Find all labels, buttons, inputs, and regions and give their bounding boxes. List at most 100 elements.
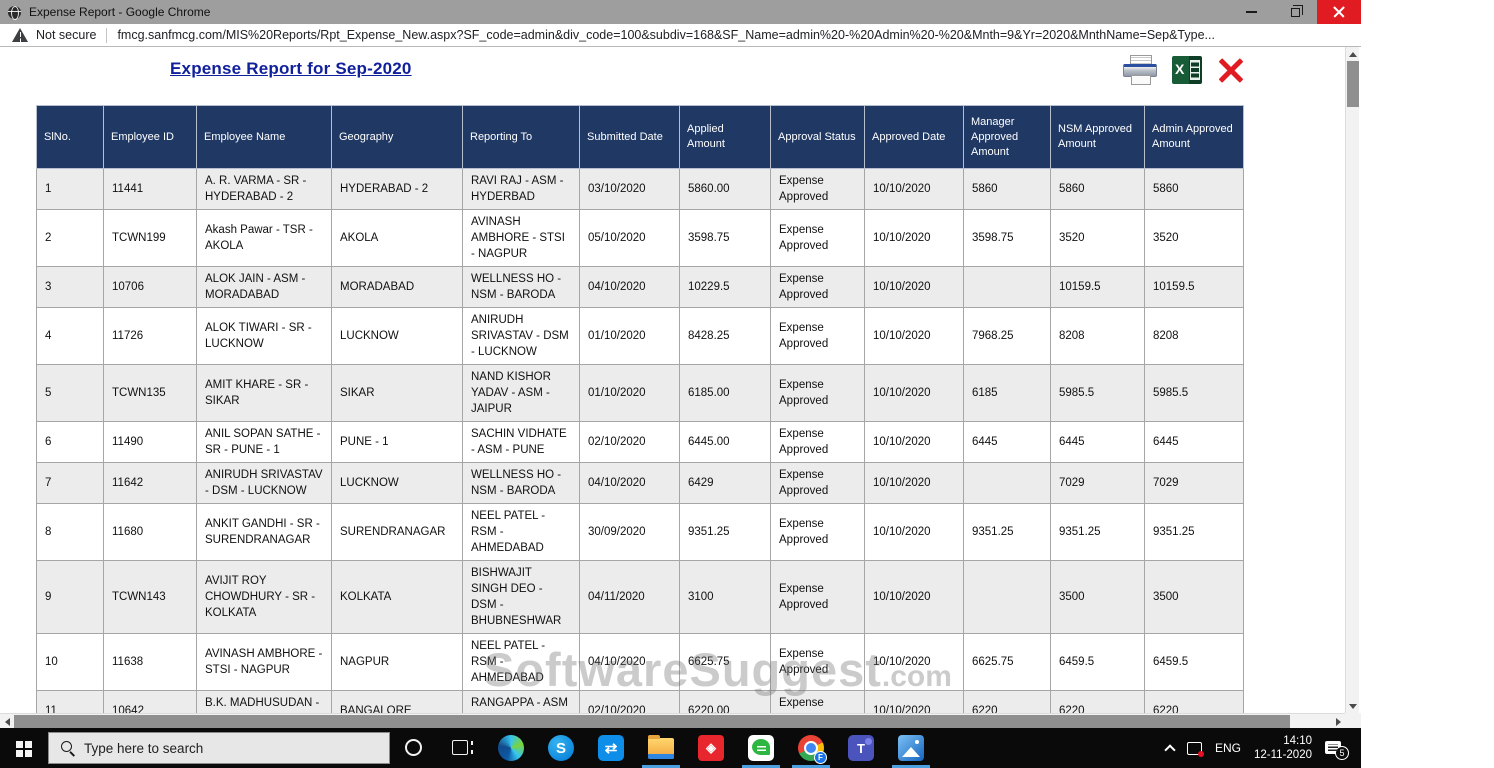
table-cell: 5985.5 (1050, 364, 1145, 422)
print-icon[interactable] (1123, 55, 1157, 85)
table-cell: PUNE - 1 (331, 421, 463, 463)
scroll-right-arrow[interactable] (1331, 714, 1345, 729)
column-header: Employee ID (103, 105, 197, 169)
table-cell: 04/10/2020 (579, 462, 680, 504)
tray-app-icon[interactable] (1187, 741, 1204, 757)
table-cell: 02/10/2020 (579, 690, 680, 713)
table-cell: 01/10/2020 (579, 307, 680, 365)
skype-taskbar-button[interactable]: S (536, 728, 586, 768)
close-button[interactable] (1317, 0, 1361, 24)
table-cell: 5860 (1144, 168, 1244, 210)
search-input[interactable] (84, 740, 324, 756)
table-cell: 3500 (1144, 560, 1244, 634)
chat-app-taskbar-button[interactable] (736, 728, 786, 768)
not-secure-label[interactable]: Not secure (36, 28, 97, 42)
table-cell: 5 (36, 364, 104, 422)
column-header: Admin Approved Amount (1144, 105, 1244, 169)
horizontal-scroll-thumb[interactable] (14, 715, 1290, 728)
table-cell: 6625.75 (963, 633, 1051, 691)
table-cell: 11726 (103, 307, 197, 365)
scroll-down-arrow[interactable] (1346, 699, 1360, 713)
table-cell: TCWN135 (103, 364, 197, 422)
table-cell: 9351.25 (963, 503, 1051, 561)
scroll-up-arrow[interactable] (1346, 47, 1360, 61)
anydesk-icon: ◈ (698, 735, 724, 761)
url-text[interactable]: fmcg.sanfmcg.com/MIS%20Reports/Rpt_Expen… (117, 28, 1215, 42)
column-header: Employee Name (196, 105, 332, 169)
table-cell: 6445 (963, 421, 1051, 463)
not-secure-warning-icon[interactable] (12, 28, 29, 42)
cortana-icon[interactable] (405, 739, 422, 756)
table-cell: AVINASH AMBHORE - STSI - NAGPUR (196, 633, 332, 691)
language-indicator[interactable]: ENG (1215, 741, 1242, 755)
minimize-button[interactable] (1229, 0, 1273, 24)
scrollbar-corner (1345, 713, 1361, 728)
task-view-icon[interactable] (452, 740, 473, 755)
teamviewer-taskbar-button[interactable]: ⇄ (586, 728, 636, 768)
table-cell: 30/09/2020 (579, 503, 680, 561)
notification-count-badge: 5 (1335, 745, 1349, 760)
table-row: 7 11642 ANIRUDH SRIVASTAV - DSM - LUCKNOW L… (36, 462, 1244, 504)
table-cell: 10/10/2020 (864, 462, 964, 504)
photos-taskbar-button[interactable] (886, 728, 936, 768)
table-header-row: SlNo. Employee ID Employee Name Geography Re… (36, 105, 1244, 169)
table-cell: 9351.25 (1050, 503, 1145, 561)
table-cell: 8428.25 (679, 307, 771, 365)
chrome-taskbar-button[interactable]: F (786, 728, 836, 768)
maximize-button[interactable] (1273, 0, 1317, 24)
taskbar-search[interactable] (48, 732, 390, 764)
table-cell: 10/10/2020 (864, 421, 964, 463)
file-explorer-taskbar-button[interactable] (636, 728, 686, 768)
table-cell: NAND KISHOR YADAV - ASM - JAIPUR (462, 364, 580, 422)
page-title[interactable]: Expense Report for Sep-2020 (170, 59, 412, 78)
table-cell: LUCKNOW (331, 462, 463, 504)
windows-logo-icon (15, 740, 23, 748)
table-cell: RAVI RAJ - ASM - HYDERBAD (462, 168, 580, 210)
table-cell: 04/10/2020 (579, 266, 680, 308)
table-cell: 7968.25 (963, 307, 1051, 365)
tray-expand-icon[interactable] (1164, 744, 1176, 756)
table-cell: 11638 (103, 633, 197, 691)
minimize-icon (1245, 11, 1257, 13)
table-cell: 6 (36, 421, 104, 463)
teams-icon: T (848, 735, 874, 761)
start-button[interactable] (0, 728, 46, 768)
window-controls (1229, 0, 1361, 24)
table-cell: Expense Approved (770, 462, 865, 504)
table-cell: 3 (36, 266, 104, 308)
export-excel-icon[interactable]: X (1172, 56, 1202, 84)
address-bar[interactable]: Not secure fmcg.sanfmcg.com/MIS%20Report… (0, 24, 1361, 47)
horizontal-scrollbar[interactable] (0, 713, 1345, 728)
table-cell: 6445.00 (679, 421, 771, 463)
vertical-scrollbar[interactable] (1345, 47, 1359, 713)
table-cell: 8208 (1050, 307, 1145, 365)
table-cell: ANKIT GANDHI - SR - SURENDRANAGAR (196, 503, 332, 561)
table-cell: 6459.5 (1050, 633, 1145, 691)
column-header: NSM Approved Amount (1050, 105, 1145, 169)
table-cell: 5860 (1050, 168, 1145, 210)
table-cell: 10642 (103, 690, 197, 713)
table-cell: 10/10/2020 (864, 364, 964, 422)
edge-taskbar-button[interactable] (486, 728, 536, 768)
close-icon (1333, 6, 1345, 18)
vertical-scroll-thumb[interactable] (1347, 61, 1359, 107)
table-cell: 6185.00 (679, 364, 771, 422)
teams-taskbar-button[interactable]: T (836, 728, 886, 768)
table-cell: 04/10/2020 (579, 633, 680, 691)
notification-icon[interactable]: 5 (1325, 740, 1349, 760)
table-cell: 5985.5 (1144, 364, 1244, 422)
table-cell: 5860 (963, 168, 1051, 210)
table-row: 9 TCWN143 AVIJIT ROY CHOWDHURY - SR - KOLK… (36, 560, 1244, 634)
table-cell: SACHIN VIDHATE - ASM - PUNE (462, 421, 580, 463)
clock[interactable]: 14:10 12-11-2020 (1254, 734, 1312, 762)
table-cell (963, 266, 1051, 308)
scroll-left-arrow[interactable] (0, 714, 14, 729)
anydesk-taskbar-button[interactable]: ◈ (686, 728, 736, 768)
close-report-icon[interactable] (1217, 57, 1245, 83)
table-cell: 6220 (1144, 690, 1244, 713)
table-cell: 3598.75 (963, 209, 1051, 267)
table-cell: Expense Approved (770, 560, 865, 634)
table-cell: NEEL PATEL - RSM - AHMEDABAD (462, 633, 580, 691)
table-cell: 01/10/2020 (579, 364, 680, 422)
table-cell: 10/10/2020 (864, 633, 964, 691)
